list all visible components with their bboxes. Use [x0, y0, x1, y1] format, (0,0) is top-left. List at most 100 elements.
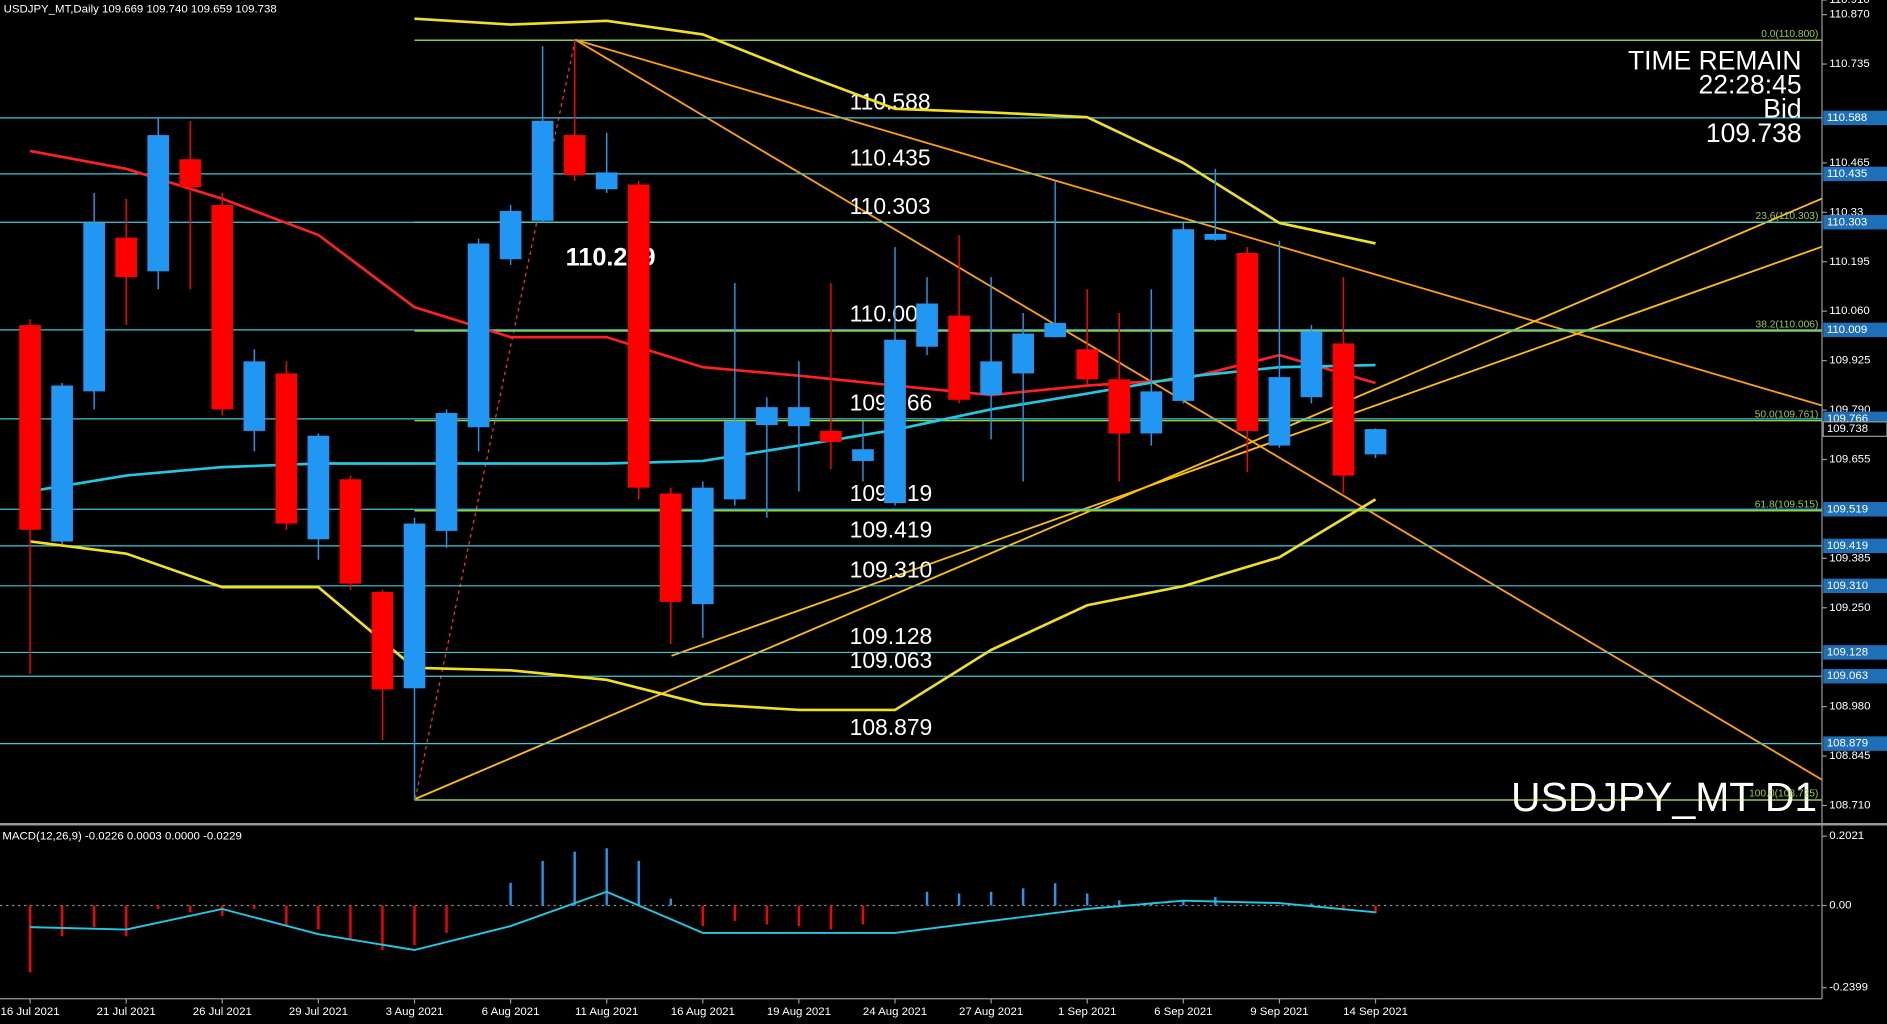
macd-bar: [1021, 888, 1025, 906]
macd-bar: [189, 905, 192, 913]
candle-body: [531, 120, 554, 221]
level-price-label: 108.879: [1827, 738, 1868, 750]
macd-bar: [573, 851, 576, 906]
y-tick-label: 109.655: [1829, 454, 1870, 466]
macd-bar: [765, 905, 769, 925]
candle-body: [595, 172, 618, 190]
current-price-box: [1822, 421, 1887, 437]
candle-body: [980, 361, 1002, 396]
macd-bar: [1246, 904, 1249, 906]
level-price-box: [1823, 578, 1887, 594]
macd-bar: [829, 905, 833, 930]
macd-bar: [1278, 904, 1281, 906]
macd-bar: [285, 905, 288, 927]
macd-bar: [1118, 900, 1121, 906]
x-tick-label: 29 Jul 2021: [289, 1006, 348, 1018]
level-price-box: [1823, 736, 1887, 751]
candle-body: [83, 222, 105, 392]
level-price-label: 109.766: [1827, 413, 1868, 425]
macd-bar: [637, 860, 640, 906]
fib-label: 61.8(109.515): [1755, 499, 1819, 510]
level-label: 109.128: [850, 623, 933, 649]
x-tick-label: 6 Sep 2021: [1154, 1006, 1212, 1018]
macd-tick-label: -0.2399: [1829, 982, 1868, 994]
macd-bar: [1374, 905, 1377, 914]
candle-body: [147, 135, 170, 272]
macd-bar: [893, 905, 897, 907]
macd-bar: [509, 882, 512, 906]
y-tick-label: 110.465: [1829, 157, 1869, 169]
bid-value: 109.738: [1706, 118, 1802, 148]
trend-line: [574, 38, 1823, 781]
x-tick-label: 24 Aug 2021: [863, 1006, 927, 1018]
macd-bar: [541, 860, 544, 906]
fib-label: 23.6(110.303): [1756, 211, 1819, 222]
macd-bar: [413, 905, 416, 945]
y-tick-label: 109.250: [1829, 602, 1870, 614]
current-price-label: 109.738: [1827, 423, 1868, 435]
macd-bar: [925, 891, 929, 906]
macd-tick-label: 0.00: [1829, 900, 1851, 912]
candle-body: [467, 243, 490, 428]
fib-label: 38.2(110.006): [1756, 320, 1819, 331]
macd-bar: [605, 848, 608, 906]
level-label: 109.063: [850, 647, 933, 673]
level-price-box: [1823, 669, 1887, 684]
y-tick-label: 109.925: [1829, 355, 1870, 367]
level-price-label: 109.063: [1827, 670, 1868, 682]
macd-bar: [733, 905, 737, 921]
candle-body: [115, 237, 138, 278]
macd-bar: [1053, 883, 1057, 906]
level-price-box: [1823, 645, 1887, 660]
candle-body: [179, 159, 202, 188]
level-price-box: [1823, 110, 1887, 126]
indicator-line: [29, 498, 1377, 712]
candle-body: [51, 385, 73, 542]
y-tick-label: 108.845: [1829, 750, 1870, 762]
level-price-label: 109.310: [1827, 580, 1868, 592]
x-tick-label: 14 Sep 2021: [1343, 1006, 1408, 1018]
candle-body: [788, 407, 810, 427]
level-label: 109.419: [850, 516, 933, 542]
candle-body: [916, 303, 938, 347]
macd-bar: [445, 905, 448, 933]
candle-body: [1364, 429, 1387, 455]
y-tick-label: 110.060: [1829, 305, 1869, 317]
candle-body: [243, 361, 266, 431]
level-label: 108.879: [850, 714, 933, 740]
candle-body: [371, 592, 394, 690]
x-tick-label: 16 Aug 2021: [671, 1006, 735, 1018]
macd-bar: [92, 905, 96, 928]
level-label: 109.310: [850, 556, 933, 582]
candle-body: [756, 407, 778, 426]
y-tick-label: 110.870: [1829, 9, 1869, 21]
x-tick-label: 11 Aug 2021: [575, 1006, 638, 1018]
level-price-label: 109.128: [1827, 646, 1868, 658]
level-price-box: [1823, 538, 1887, 554]
x-tick-label: 21 Jul 2021: [97, 1006, 156, 1018]
level-price-label: 110.435: [1827, 168, 1867, 180]
level-price-box: [1823, 322, 1887, 338]
macd-bar: [1310, 903, 1313, 906]
macd-bar: [381, 905, 384, 951]
level-price-label: 110.588: [1827, 112, 1867, 124]
macd-bar: [477, 905, 480, 907]
candle-body: [724, 421, 746, 500]
y-tick-label: 110.195: [1829, 256, 1869, 268]
macd-bar: [60, 905, 64, 937]
timer-time: 22:28:45: [1699, 70, 1802, 100]
macd-bar: [124, 905, 128, 937]
macd-bar: [861, 905, 865, 925]
symbol-caption: USDJPY_MT D1: [1511, 774, 1817, 820]
y-tick-label: 108.980: [1829, 701, 1870, 713]
level-price-label: 110.303: [1827, 216, 1867, 228]
trend-line: [414, 197, 1823, 800]
level-price-box: [1823, 215, 1887, 230]
x-tick-label: 27 Aug 2021: [959, 1006, 1023, 1018]
level-price-label: 110.009: [1827, 324, 1867, 336]
candle-body: [563, 135, 586, 176]
candle-body: [948, 315, 970, 400]
candle-body: [1300, 331, 1323, 398]
